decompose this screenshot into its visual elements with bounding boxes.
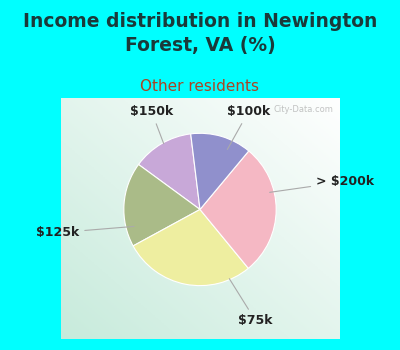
Text: Other residents: Other residents <box>140 79 260 94</box>
Text: $100k: $100k <box>227 105 270 149</box>
Wedge shape <box>133 209 248 286</box>
Text: > $200k: > $200k <box>270 175 374 192</box>
Wedge shape <box>138 134 200 209</box>
Wedge shape <box>124 164 200 246</box>
Text: $150k: $150k <box>130 105 173 144</box>
Wedge shape <box>200 151 276 268</box>
Text: $75k: $75k <box>229 279 273 327</box>
Text: $125k: $125k <box>36 226 134 239</box>
Wedge shape <box>191 133 249 209</box>
Text: Income distribution in Newington
Forest, VA (%): Income distribution in Newington Forest,… <box>23 12 377 55</box>
Text: City-Data.com: City-Data.com <box>274 105 334 114</box>
